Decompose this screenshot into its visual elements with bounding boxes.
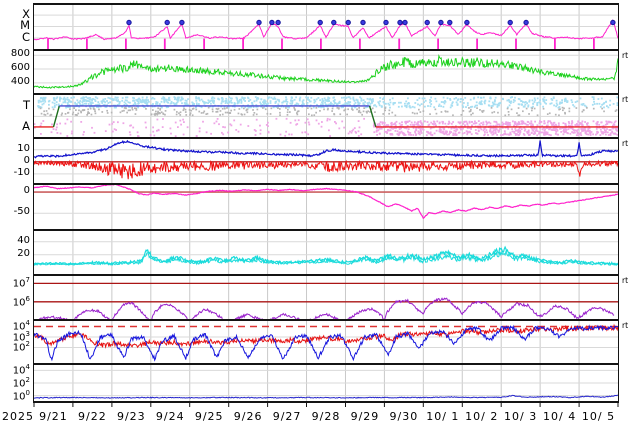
y-axis-label: -10 (13, 166, 30, 178)
y-axis-dst: 0 -50 (0, 183, 33, 229)
electrons-plot (33, 274, 619, 319)
panel-imf-b: 10 0 -10 rt (0, 137, 634, 183)
y-axis-label: 800 (10, 48, 30, 60)
panel-proton-flux: 104 103 102 rt (0, 319, 634, 363)
x-axis-date-label: 10/ 4 (542, 410, 577, 423)
lowflux-plot (33, 363, 619, 403)
y-axis-label: 0 (23, 185, 30, 197)
panel-solar-wind-speed: 800 600 400 rt (0, 49, 634, 93)
y-axis-label: -50 (13, 206, 30, 218)
x-axis-ticks (33, 403, 619, 407)
protons-plot-svg (34, 321, 618, 363)
x-axis-date-label: 9/21 (39, 410, 68, 423)
realtime-label: rt (622, 51, 629, 60)
xray-plot-svg (34, 5, 618, 49)
y-axis-protons: 104 103 102 (0, 319, 33, 363)
panel-low-energy-flux: 104 102 100 (0, 363, 634, 403)
right-gutter-xray (619, 3, 634, 49)
realtime-label: rt (622, 139, 629, 148)
right-gutter-lowflux (619, 363, 634, 403)
right-gutter-density (619, 229, 634, 274)
y-axis-label: 10 (17, 142, 30, 154)
y-axis-label: T (22, 97, 30, 112)
y-axis-label: 20 (17, 247, 30, 259)
y-axis-bfield: 10 0 -10 (0, 137, 33, 183)
right-gutter-wind: rt (619, 49, 634, 93)
x-axis-date-label: 9/25 (194, 410, 224, 423)
x-axis-date-label: 9/26 (233, 410, 263, 423)
x-axis-date-label: 9/23 (116, 410, 146, 423)
right-gutter-electrons: rt (619, 274, 634, 319)
y-axis-density: 40 20 (0, 229, 33, 274)
right-gutter-dst (619, 183, 634, 229)
y-axis-label: A (22, 118, 30, 133)
y-axis-label: 0 (23, 154, 30, 166)
realtime-label: rt (622, 276, 629, 285)
y-axis-label: 106 (12, 294, 30, 309)
x-axis-date-label: 10/ 2 (465, 410, 499, 423)
panel-density: 40 20 (0, 229, 634, 274)
panel-electron-flux: 107 106 rt (0, 274, 634, 319)
y-axis-label: 104 (12, 319, 30, 333)
xray-plot (33, 3, 619, 49)
y-axis-label: 40 (17, 234, 30, 246)
bfield-plot (33, 137, 619, 183)
x-axis-date-label: 9/22 (78, 410, 107, 423)
dst-plot (33, 183, 619, 229)
lowflux-plot-svg (34, 365, 618, 401)
electrons-plot-svg (34, 276, 618, 319)
x-axis-date-label: 10/ 3 (504, 410, 538, 423)
x-axis-date-label: 10/ 1 (426, 410, 460, 423)
y-axis-label: 104 (12, 363, 30, 377)
realtime-label: rt (622, 95, 629, 104)
y-axis-label: 102 (12, 340, 30, 354)
x-axis-date-label: 9/24 (155, 410, 185, 423)
year-label: 2025 (2, 410, 34, 423)
y-axis-label: 400 (10, 75, 30, 87)
x-axis-date-label: 9/27 (272, 410, 302, 423)
x-axis-date-label: 9/29 (350, 410, 380, 423)
dst-plot-svg (34, 185, 618, 229)
panel-dst-index: 0 -50 (0, 183, 634, 229)
wind-plot-svg (34, 51, 618, 93)
x-axis-date-label: 10/ 5 (581, 410, 616, 423)
protons-plot (33, 319, 619, 363)
y-axis-label: 102 (12, 376, 30, 390)
density-plot-svg (34, 231, 618, 274)
y-axis-label: X (22, 7, 30, 22)
y-axis-label: 107 (12, 276, 30, 290)
status-plot (33, 93, 619, 137)
y-axis-wind: 800 600 400 (0, 49, 33, 93)
right-gutter-status: rt (619, 93, 634, 137)
density-plot (33, 229, 619, 274)
y-axis-label: 100 (12, 388, 30, 402)
y-axis-label: C (21, 30, 30, 44)
y-axis-electrons: 107 106 (0, 274, 33, 319)
y-axis-lowflux: 104 102 100 (0, 363, 33, 403)
x-axis-date-label: 9/28 (311, 410, 341, 423)
bfield-plot-svg (34, 139, 618, 183)
y-axis-label: 600 (10, 62, 30, 74)
x-axis-date-label: 9/30 (389, 410, 419, 423)
right-gutter-protons: rt (619, 319, 634, 363)
right-gutter-bfield: rt (619, 137, 634, 183)
status-plot-svg (34, 95, 618, 137)
realtime-label: rt (622, 321, 629, 330)
y-axis-label: 103 (12, 329, 30, 344)
x-axis: 2025 9/21 9/22 9/23 9/24 9/25 9/26 9/27 9/28 9/2… (0, 403, 634, 423)
wind-plot (33, 49, 619, 93)
y-axis-label: M (20, 18, 30, 33)
